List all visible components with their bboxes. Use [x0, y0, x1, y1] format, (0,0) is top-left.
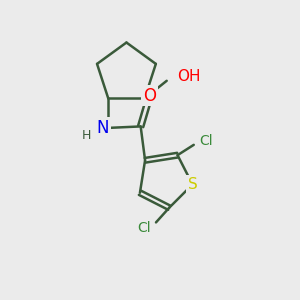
Text: OH: OH: [177, 69, 200, 84]
Text: Cl: Cl: [199, 134, 213, 148]
Text: H: H: [82, 129, 91, 142]
Text: Cl: Cl: [137, 221, 151, 235]
Text: N: N: [97, 119, 109, 137]
Text: O: O: [143, 86, 156, 104]
Text: S: S: [188, 177, 197, 192]
